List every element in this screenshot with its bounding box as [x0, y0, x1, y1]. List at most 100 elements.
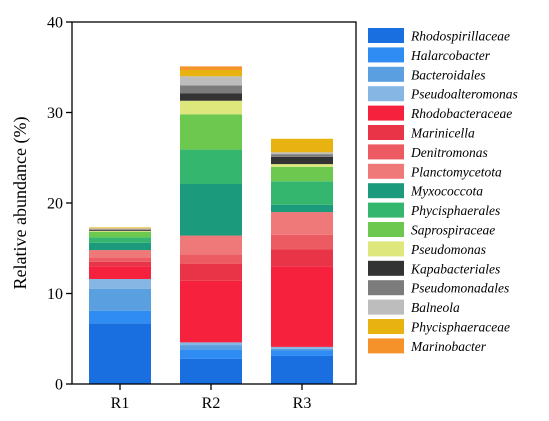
bar-segment-r3-halarcobacter	[271, 350, 333, 356]
legend-entry-pseudomonadales: Pseudomonadales	[368, 280, 509, 296]
legend-label: Denitromonas	[410, 145, 488, 160]
bar-segment-r2-pseudoalteromonas	[180, 342, 242, 346]
y-tick-label-30: 30	[47, 105, 63, 122]
legend-entry-rhodospirillaceae: Rhodospirillaceae	[368, 28, 510, 44]
legend-label: Planctomycetota	[410, 164, 502, 179]
legend-swatch	[368, 260, 404, 276]
bar-segment-r2-rhodobacteraceae	[180, 280, 242, 343]
bar-stack-r1	[89, 227, 151, 384]
bar-segment-r2-phycisphaerales	[180, 149, 242, 184]
y-tick-label-40: 40	[47, 15, 63, 32]
legend-swatch	[368, 105, 404, 121]
y-tick-label-10: 10	[47, 286, 63, 303]
legend-label: Bacteroidales	[411, 67, 485, 82]
axes-layer: 0 10 20 30 40 R1 R2 R3	[47, 15, 357, 412]
x-tick-label-r3: R3	[293, 395, 312, 412]
y-axis-title: Relative abundance (%)	[10, 117, 31, 290]
legend-swatch	[368, 202, 404, 218]
bar-segment-r3-rhodobacteraceae	[271, 266, 333, 347]
bar-segment-r1-planctomycetota	[89, 250, 151, 258]
bar-segment-r3-pseudoalteromonas	[271, 346, 333, 349]
legend-label: Halarcobacter	[410, 48, 491, 63]
bars-layer	[89, 66, 333, 384]
legend-entry-halarcobacter: Halarcobacter	[368, 47, 491, 63]
bar-segment-r3-bacteroidales	[271, 348, 333, 351]
legend-swatch	[368, 183, 404, 199]
bar-segment-r1-saprospiraceae	[89, 231, 151, 238]
legend-label: Phycisphaerales	[410, 203, 500, 218]
bar-stack-r3	[271, 138, 333, 384]
legend-entry-pseudomonas: Pseudomonas	[368, 241, 486, 257]
legend-label: Phycisphaeraceae	[410, 320, 510, 335]
legend-entry-planctomycetota: Planctomycetota	[368, 163, 502, 179]
legend-entry-marinicella: Marinicella	[368, 125, 475, 141]
legend-entry-saprospiraceae: Saprospiraceae	[368, 222, 495, 238]
legend-label: Marinicella	[410, 126, 475, 141]
bar-segment-r2-pseudomonas	[180, 100, 242, 115]
x-tick-label-r2: R2	[202, 395, 221, 412]
bar-segment-r3-kapabacteriales	[271, 156, 333, 165]
legend-entry-denitromonas: Denitromonas	[368, 144, 488, 160]
x-tick-label-r1: R1	[111, 395, 130, 412]
bar-segment-r2-marinobacter	[180, 66, 242, 70]
legend-swatch	[368, 241, 404, 257]
legend-entry-phycisphaeraceae: Phycisphaeraceae	[368, 319, 510, 335]
bar-segment-r2-marinicella	[180, 263, 242, 281]
legend-label: Rhodobacteraceae	[410, 106, 512, 121]
legend-label: Saprospiraceae	[411, 223, 495, 238]
bar-segment-r3-planctomycetota	[271, 212, 333, 235]
bar-segment-r3-denitromonas	[271, 234, 333, 250]
legend-label: Kapabacteriales	[410, 261, 500, 276]
legend-entry-rhodobacteraceae: Rhodobacteraceae	[368, 105, 512, 121]
bar-segment-r1-pseudoalteromonas	[89, 279, 151, 289]
bar-segment-r1-rhodobacteraceae	[89, 266, 151, 280]
bar-segment-r1-phycisphaeraceae	[89, 227, 151, 229]
legend-swatch	[368, 125, 404, 140]
bar-segment-r1-pseudomonadales	[89, 229, 151, 231]
legend-entry-balneola: Balneola	[368, 299, 460, 315]
legend-swatch	[368, 163, 404, 179]
legend-entry-phycisphaerales: Phycisphaerales	[368, 202, 500, 218]
bar-segment-r1-denitromonas	[89, 257, 151, 262]
bar-segment-r2-phycisphaeraceae	[180, 69, 242, 77]
legend-entry-kapabacteriales: Kapabacteriales	[368, 260, 500, 276]
legend: Rhodospirillaceae Halarcobacter Bacteroida…	[368, 28, 518, 354]
legend-swatch	[368, 144, 404, 160]
legend-swatch	[368, 86, 404, 102]
bar-segment-r1-pseudomonas	[89, 231, 151, 232]
legend-label: Pseudoalteromonas	[410, 87, 518, 102]
legend-swatch	[368, 28, 404, 43]
bar-segment-r1-balneola	[89, 228, 151, 230]
bar-segment-r1-phycisphaerales	[89, 237, 151, 243]
bar-segment-r2-denitromonas	[180, 254, 242, 264]
bar-segment-r1-marinicella	[89, 261, 151, 267]
bar-segment-r2-planctomycetota	[180, 235, 242, 255]
bar-stack-r2	[180, 66, 242, 384]
legend-label: Rhodospirillaceae	[410, 29, 510, 44]
bar-segment-r3-balneola	[271, 152, 333, 155]
legend-label: Pseudomonas	[410, 242, 486, 257]
legend-swatch	[368, 66, 404, 82]
bar-segment-r1-rhodospirillaceae	[89, 323, 151, 384]
bar-segment-r3-phycisphaerales	[271, 181, 333, 205]
bar-segment-r2-saprospiraceae	[180, 114, 242, 150]
y-tick-label-0: 0	[55, 377, 63, 394]
legend-swatch	[368, 299, 404, 315]
bar-segment-r3-myxococcota	[271, 204, 333, 213]
bar-segment-r1-bacteroidales	[89, 288, 151, 311]
legend-entry-myxococcota: Myxococcota	[368, 183, 483, 199]
legend-entry-bacteroidales: Bacteroidales	[368, 66, 485, 82]
legend-swatch	[368, 222, 404, 237]
bar-segment-r1-myxococcota	[89, 242, 151, 251]
legend-label: Marinobacter	[410, 339, 487, 354]
bar-segment-r3-rhodospirillaceae	[271, 355, 333, 384]
bar-segment-r3-marinicella	[271, 249, 333, 267]
bar-segment-r2-bacteroidales	[180, 345, 242, 350]
bar-segment-r2-balneola	[180, 76, 242, 86]
bar-segment-r2-kapabacteriales	[180, 93, 242, 101]
legend-label: Pseudomonadales	[410, 281, 509, 296]
legend-swatch	[368, 338, 404, 354]
legend-entry-pseudoalteromonas: Pseudoalteromonas	[368, 86, 518, 102]
